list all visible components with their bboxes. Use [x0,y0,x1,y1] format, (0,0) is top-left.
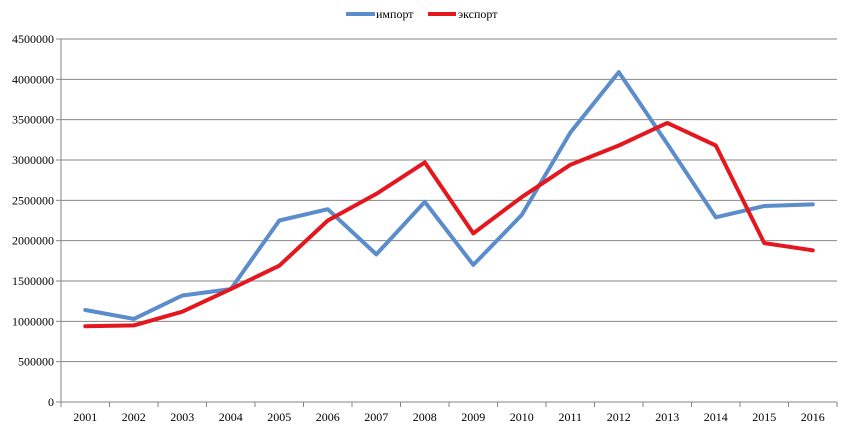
x-tick-label: 2013 [655,410,679,424]
x-tick-label: 2003 [170,410,194,424]
legend-label: импорт [376,7,414,21]
series-line-0 [83,70,815,321]
x-tick-label: 2006 [316,410,340,424]
x-tick-label: 2012 [607,410,631,424]
grid-lines [61,38,837,403]
x-tick-label: 2014 [704,410,728,424]
x-tick-label: 2002 [122,410,146,424]
axes [56,38,838,407]
x-tick-label: 2004 [219,410,243,424]
y-tick-label: 2000000 [12,234,54,248]
x-tick-label: 2001 [73,410,97,424]
y-tick-label: 4000000 [12,72,54,86]
y-tick-label: 1000000 [12,314,54,328]
x-tick-label: 2016 [801,410,825,424]
y-tick-label: 3500000 [12,113,54,127]
x-tick-label: 2010 [510,410,534,424]
x-tick-label: 2011 [558,410,582,424]
y-tick-label: 4500000 [12,32,54,46]
x-tick-label: 2005 [267,410,291,424]
x-axis-tick-labels: 2001 2002 2003 2004 2005 2006 2007 2008 2009 2010… [73,410,825,424]
series-lines [83,70,815,329]
x-tick-label: 2009 [461,410,485,424]
legend: импорт экспорт [346,7,498,21]
y-tick-label: 1500000 [12,274,54,288]
y-tick-label: 3000000 [12,153,54,167]
x-tick-label: 2015 [752,410,776,424]
legend-label: экспорт [458,7,498,21]
x-tick-label: 2007 [364,410,388,424]
x-tick-label: 2008 [413,410,437,424]
y-tick-label: 2500000 [12,193,54,207]
y-tick-label: 0 [48,395,54,409]
y-axis-tick-labels: 0 500000 1000000 1500000 2000000 2500000 30000… [12,32,54,409]
y-tick-label: 500000 [18,355,54,369]
series-line-1 [83,120,815,329]
